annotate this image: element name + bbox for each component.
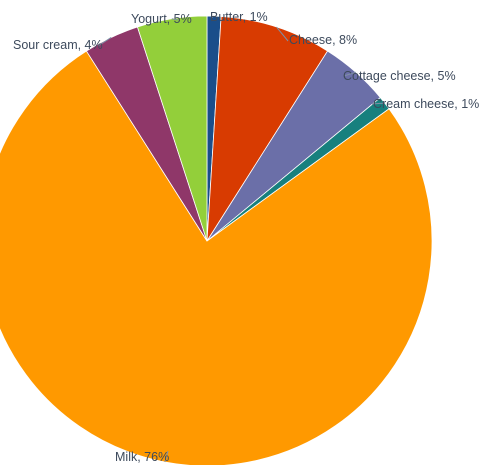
pie-slice-milk [0, 50, 433, 465]
leader-line-cream-cheese [371, 102, 385, 105]
leader-line-butter [210, 15, 215, 19]
data-label-milk: Milk, 76% [115, 450, 169, 464]
data-label-cheese: Cheese, 8% [289, 33, 357, 47]
leader-line-yogurt [171, 18, 179, 21]
leader-line-cheese [276, 26, 289, 42]
leader-line-sour-cream [97, 36, 112, 47]
data-label-yogurt: Yogurt, 5% [131, 12, 192, 26]
data-label-cream-cheese: Cream cheese, 1% [373, 97, 479, 111]
pie-slices [0, 15, 433, 465]
data-label-cottage-cheese: Cottage cheese, 5% [343, 69, 456, 83]
data-labels: Butter, 1% Cheese, 8% Cottage cheese, 5% Cr… [13, 10, 479, 464]
leader-line-cottage-cheese [343, 71, 356, 77]
leader-lines [97, 15, 385, 463]
data-label-butter: Butter, 1% [210, 10, 268, 24]
leader-line-milk [164, 450, 169, 463]
data-label-sour-cream: Sour cream, 4% [13, 38, 103, 52]
